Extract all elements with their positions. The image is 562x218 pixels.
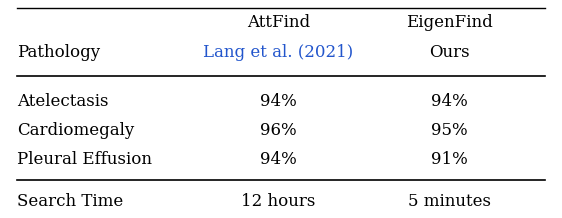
Text: 91%: 91% xyxy=(431,151,468,168)
Text: 12 hours: 12 hours xyxy=(241,193,315,210)
Text: Lang et al. (2021): Lang et al. (2021) xyxy=(203,44,353,61)
Text: Cardiomegaly: Cardiomegaly xyxy=(17,122,134,139)
Text: 94%: 94% xyxy=(260,151,297,168)
Text: 96%: 96% xyxy=(260,122,297,139)
Text: AttFind: AttFind xyxy=(247,14,310,31)
Text: 95%: 95% xyxy=(431,122,468,139)
Text: EigenFind: EigenFind xyxy=(406,14,493,31)
Text: 94%: 94% xyxy=(260,93,297,110)
Text: Search Time: Search Time xyxy=(17,193,123,210)
Text: Ours: Ours xyxy=(429,44,470,61)
Text: Atelectasis: Atelectasis xyxy=(17,93,108,110)
Text: 94%: 94% xyxy=(431,93,468,110)
Text: 5 minutes: 5 minutes xyxy=(408,193,491,210)
Text: Pleural Effusion: Pleural Effusion xyxy=(17,151,152,168)
Text: Pathology: Pathology xyxy=(17,44,100,61)
